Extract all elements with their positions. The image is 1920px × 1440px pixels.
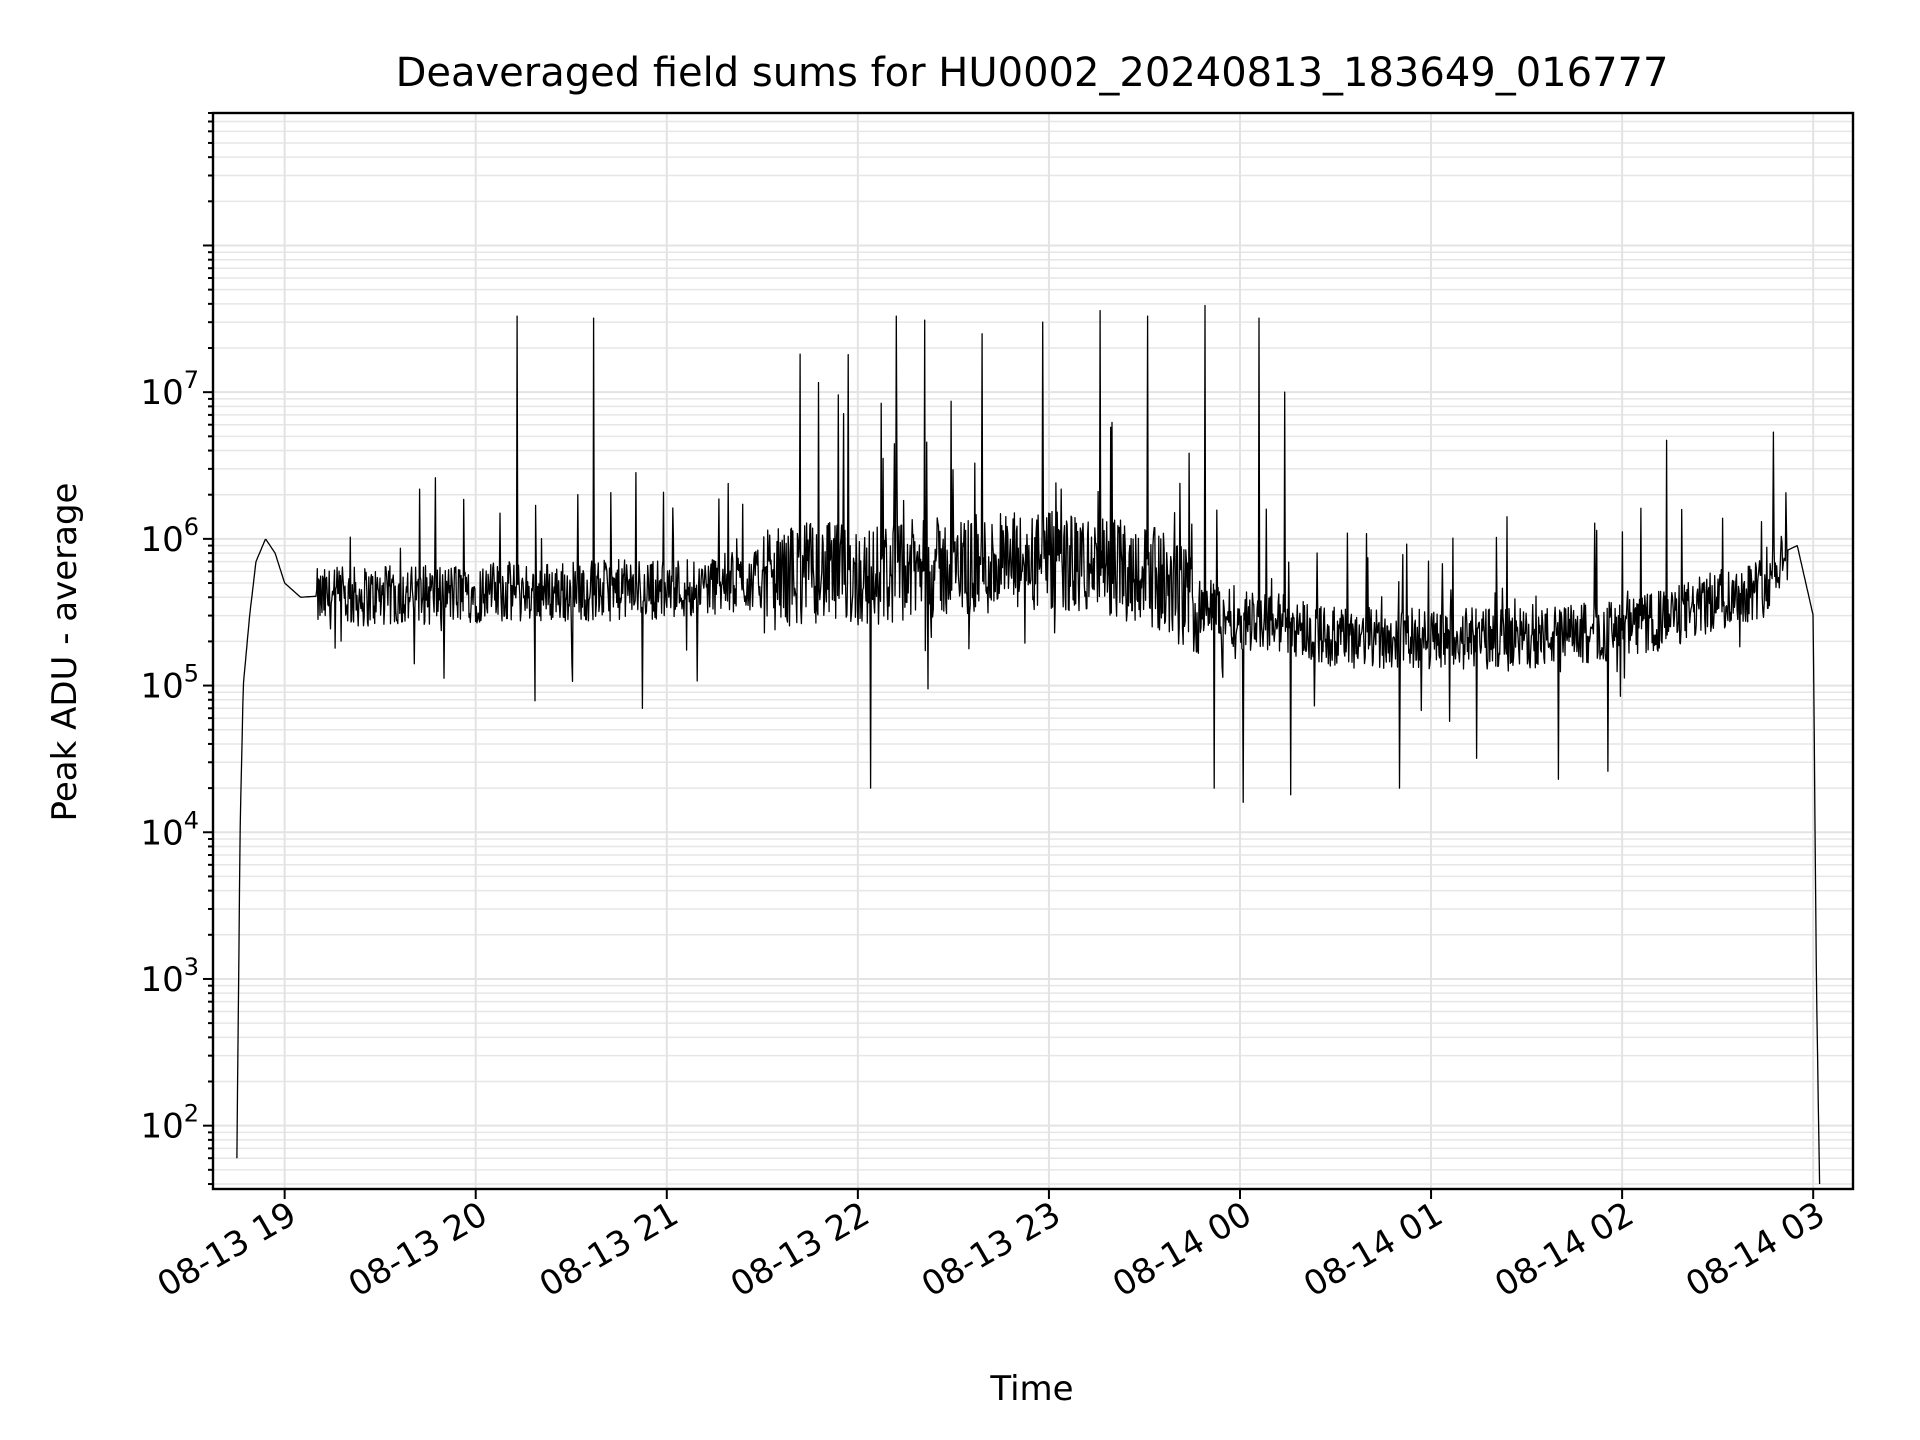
y-tick-label: 107 bbox=[140, 366, 199, 413]
y-tick-label: 106 bbox=[140, 513, 199, 560]
y-tick-base: 10 bbox=[140, 960, 183, 1000]
y-tick-base: 10 bbox=[140, 373, 183, 413]
x-axis-label: Time bbox=[989, 1369, 1073, 1409]
y-tick-base: 10 bbox=[140, 813, 183, 853]
data-series-line bbox=[236, 304, 1821, 1185]
y-tick-exponent: 7 bbox=[184, 366, 199, 394]
y-tick-base: 10 bbox=[140, 520, 183, 560]
y-tick-exponent: 6 bbox=[184, 513, 199, 541]
y-tick-label: 102 bbox=[140, 1100, 199, 1147]
data-line bbox=[236, 304, 1821, 1185]
y-tick-label: 104 bbox=[140, 806, 199, 853]
y-tick-exponent: 5 bbox=[184, 660, 199, 688]
y-tick-base: 10 bbox=[140, 667, 183, 707]
y-axis-label: Peak ADU - average bbox=[45, 483, 85, 822]
chart-title: Deaveraged field sums for HU0002_2024081… bbox=[396, 50, 1669, 96]
plot-frame bbox=[211, 111, 1855, 1191]
y-tick-exponent: 2 bbox=[184, 1100, 199, 1128]
y-tick-exponent: 4 bbox=[184, 806, 199, 834]
y-tick-label: 103 bbox=[140, 953, 199, 1000]
y-tick-label: 105 bbox=[140, 660, 199, 707]
y-tick-base: 10 bbox=[140, 1107, 183, 1147]
y-tick-exponent: 3 bbox=[184, 953, 199, 981]
